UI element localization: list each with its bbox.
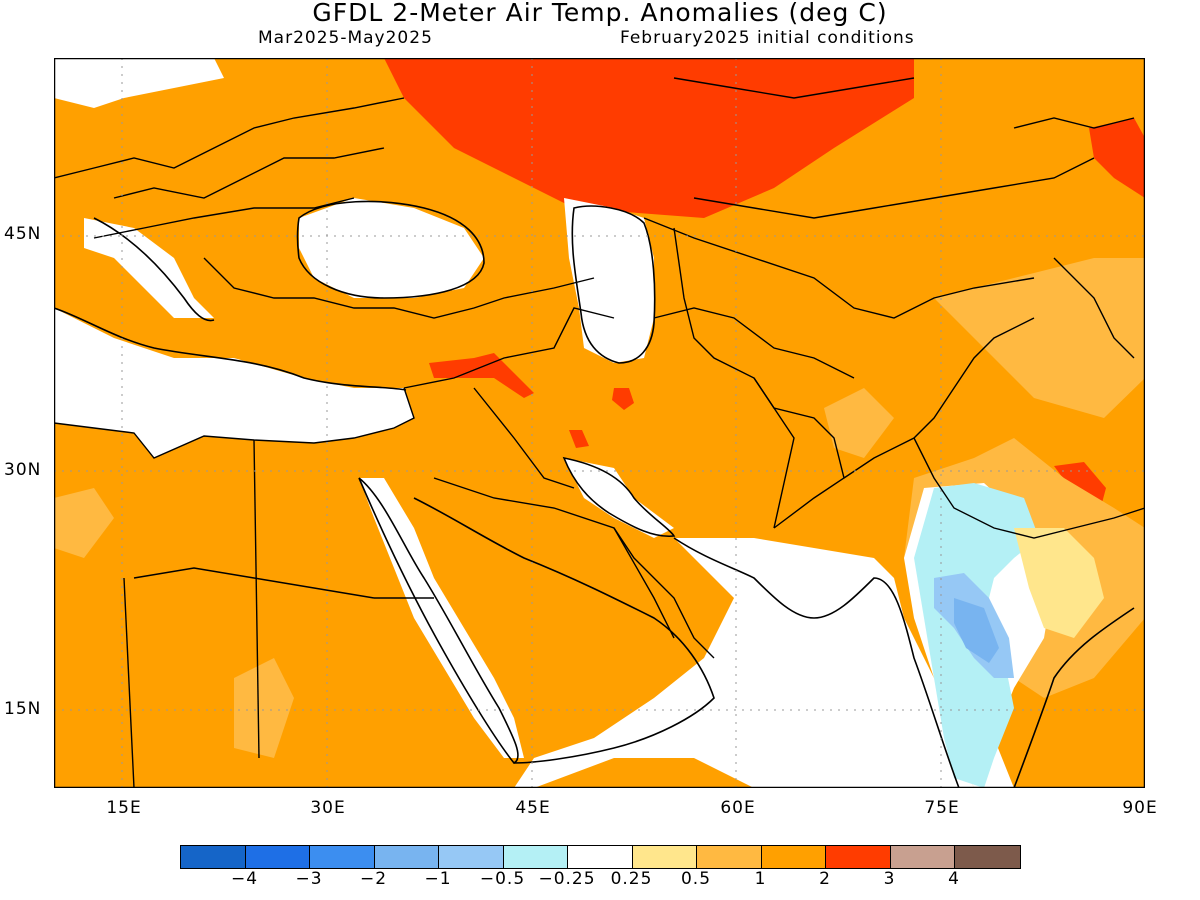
colorbar-swatch-5 — [503, 846, 568, 868]
neutral-europe-north — [54, 58, 224, 108]
neutral-red-sea — [359, 478, 524, 758]
neutral-black-sea — [299, 198, 484, 298]
colorbar-label-0: −4 — [230, 869, 259, 889]
colorbar-swatch-9 — [761, 846, 826, 868]
anomaly-red-iran — [612, 388, 634, 410]
anomaly-lightorange-china — [934, 258, 1145, 418]
lon-label-90e: 90E — [1122, 798, 1158, 818]
colorbar-label-3: −1 — [424, 869, 452, 889]
colorbar-swatch-12 — [955, 846, 1020, 868]
colorbar-swatch-2 — [310, 846, 375, 868]
colorbar-swatch-1 — [245, 846, 310, 868]
colorbar-swatch-0 — [181, 846, 246, 868]
colorbar-swatch-7 — [632, 846, 697, 868]
colorbar — [180, 845, 1021, 869]
anomaly-lightorange-south — [54, 488, 114, 558]
neutral-arabian-sea — [514, 538, 974, 788]
map-title: GFDL 2-Meter Air Temp. Anomalies (deg C) — [312, 0, 888, 27]
anomaly-red-east — [1089, 118, 1145, 198]
coastlines — [54, 200, 1135, 788]
colorbar-label-7: 0.5 — [680, 869, 712, 889]
lon-label-60e: 60E — [720, 798, 756, 818]
anomaly-lightorange-africa — [234, 658, 294, 758]
lat-label-45n: 45N — [4, 224, 42, 244]
country-boundaries — [54, 77, 1145, 788]
neutral-italy — [84, 218, 214, 318]
colorbar-label-10: 3 — [883, 869, 896, 889]
lon-label-75e: 75E — [924, 798, 960, 818]
neutral-persian-gulf — [564, 458, 674, 538]
gridlines — [54, 58, 1145, 788]
colorbar-label-2: −2 — [359, 869, 388, 889]
lat-label-15n: 15N — [4, 699, 42, 719]
colorbar-label-1: −3 — [295, 869, 323, 889]
colorbar-swatch-11 — [890, 846, 955, 868]
colorbar-label-5: −0.25 — [538, 869, 596, 889]
colorbar-label-8: 1 — [754, 869, 767, 889]
lat-label-30n: 30N — [4, 460, 42, 480]
colorbar-swatch-6 — [568, 846, 633, 868]
map-frame — [54, 58, 1145, 788]
anomaly-red-nepal — [1054, 462, 1106, 503]
anomaly-pale-eastindia — [1014, 528, 1104, 638]
colorbar-swatch-4 — [439, 846, 504, 868]
colorbar-swatch-3 — [374, 846, 439, 868]
initial-conditions: February2025 initial conditions — [620, 28, 915, 48]
neutral-caspian — [564, 198, 654, 363]
anomaly-red-syria — [429, 353, 534, 398]
lon-label-30e: 30E — [310, 798, 346, 818]
colorbar-label-4: −0.5 — [479, 869, 526, 889]
lon-label-45e: 45E — [515, 798, 551, 818]
lon-label-15e: 15E — [106, 798, 142, 818]
colorbar-label-9: 2 — [819, 869, 831, 889]
colorbar-label-6: 0.25 — [610, 869, 653, 889]
colorbar-swatch-10 — [826, 846, 891, 868]
anomaly-lightorange-hindukush — [824, 388, 894, 458]
neutral-mediterranean — [54, 308, 414, 458]
anomaly-map — [54, 58, 1145, 788]
anomaly-red-iraq — [569, 430, 589, 448]
colorbar-label-11: 4 — [948, 869, 960, 889]
anomaly-cool-india-core — [954, 598, 999, 663]
anomaly-red-north — [384, 58, 914, 218]
colorbar-swatch-8 — [697, 846, 762, 868]
forecast-period: Mar2025-May2025 — [258, 28, 433, 48]
